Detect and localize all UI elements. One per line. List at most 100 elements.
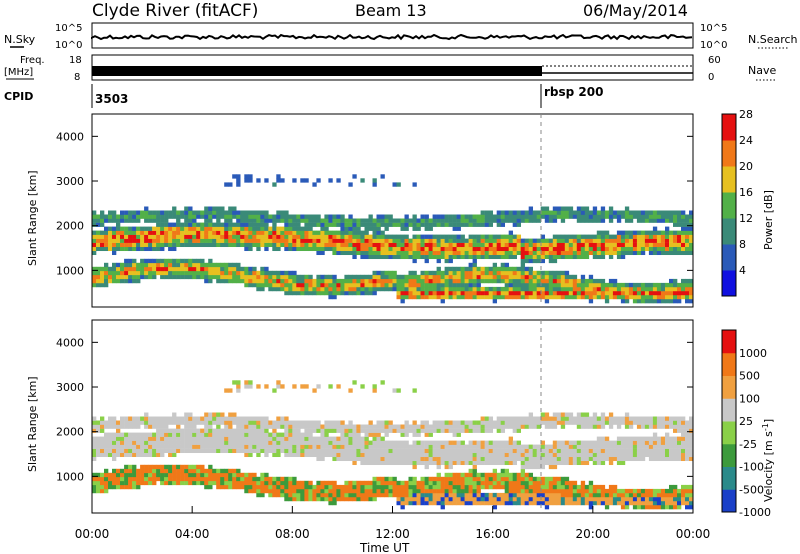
velocity-cell <box>396 492 401 498</box>
velocity-cell <box>536 456 542 462</box>
power-cell <box>272 242 277 248</box>
power-cell <box>316 274 321 280</box>
power-cell <box>584 206 590 211</box>
power-cell <box>552 246 558 252</box>
power-cell <box>160 274 165 280</box>
velocity-cell <box>188 476 193 482</box>
power-cell <box>440 290 445 296</box>
power-cell <box>200 222 205 227</box>
velocity-cell <box>552 420 558 425</box>
power-cell <box>148 218 153 223</box>
power-cell <box>424 218 429 223</box>
power-cell <box>264 282 269 288</box>
velocity-cell <box>148 468 153 474</box>
velocity-cell <box>516 488 522 494</box>
velocity-cell <box>484 448 490 454</box>
power-cell <box>504 254 510 260</box>
power-cell <box>524 294 530 300</box>
power-cell <box>180 222 185 227</box>
velocity-cell <box>132 476 137 482</box>
power-cell <box>480 242 485 248</box>
velocity-cell <box>176 424 181 429</box>
velocity-cell <box>648 444 654 449</box>
velocity-cell <box>272 476 277 482</box>
power-cell <box>652 218 658 223</box>
velocity-cell <box>376 476 381 482</box>
velocity-cell <box>677 456 682 462</box>
velocity-cell <box>392 388 397 393</box>
power-cell <box>244 230 249 235</box>
velocity-cell <box>452 452 457 458</box>
power-cell <box>368 218 373 223</box>
power-cell <box>392 274 397 280</box>
power-cell <box>144 218 149 223</box>
power-cell <box>689 234 694 239</box>
velocity-cell <box>128 424 133 429</box>
power-cell <box>340 238 345 243</box>
power-cell <box>452 242 457 248</box>
power-cell <box>532 258 538 264</box>
power-cell <box>276 286 281 292</box>
velocity-cell <box>600 500 606 506</box>
velocity-cell <box>472 424 477 429</box>
power-cell <box>328 290 333 296</box>
velocity-cell <box>312 440 317 445</box>
power-cell <box>488 290 494 296</box>
velocity-cell <box>244 424 249 429</box>
velocity-cell <box>284 420 289 425</box>
velocity-cell <box>580 488 586 494</box>
power-cell <box>340 278 345 284</box>
velocity-cell <box>616 440 622 445</box>
power-cell <box>204 218 209 223</box>
velocity-cell <box>544 500 550 506</box>
power-cell <box>144 266 149 272</box>
power-cell <box>596 286 602 292</box>
power-cell <box>112 210 117 215</box>
velocity-cell <box>520 424 526 429</box>
power-cell <box>324 214 329 219</box>
velocity-cell <box>344 440 349 445</box>
velocity-cell <box>596 500 602 506</box>
velocity-cell <box>360 384 365 389</box>
power-cell <box>320 282 325 288</box>
velocity-cell <box>128 440 133 445</box>
velocity-cell <box>284 488 289 494</box>
velocity-cell <box>328 492 333 498</box>
power-cell <box>444 222 449 227</box>
power-cbar-seg-6 <box>722 114 736 141</box>
velocity-cell <box>432 448 437 454</box>
velocity-cell <box>164 432 169 437</box>
power-cell <box>468 242 473 248</box>
velocity-cell <box>148 420 153 425</box>
power-cell <box>568 238 574 243</box>
power-cell <box>480 266 485 272</box>
velocity-cell <box>596 460 602 466</box>
velocity-cell <box>184 420 189 425</box>
power-cell <box>476 222 481 227</box>
power-cell <box>384 254 389 260</box>
velocity-cell <box>92 436 97 441</box>
velocity-cell <box>276 476 281 482</box>
velocity-cell <box>320 424 325 429</box>
power-cell <box>488 222 494 227</box>
power-cell <box>584 242 590 248</box>
velocity-cell <box>124 448 129 454</box>
velocity-cell <box>548 424 554 429</box>
power-cell <box>560 234 566 239</box>
velocity-cell <box>112 452 117 458</box>
power-cell <box>640 218 646 223</box>
velocity-cell <box>252 428 257 433</box>
power-cell <box>160 266 165 272</box>
velocity-cell <box>300 420 305 425</box>
power-cell <box>184 274 189 280</box>
power-cell <box>228 274 233 280</box>
power-cell <box>104 274 109 280</box>
power-cell <box>596 218 602 223</box>
power-cell <box>540 278 546 284</box>
power-cell <box>144 246 149 252</box>
velocity-cell <box>244 432 249 437</box>
power-cell <box>432 282 437 288</box>
velocity-cell <box>584 460 590 466</box>
power-cell <box>448 218 453 223</box>
power-cell <box>532 242 538 248</box>
